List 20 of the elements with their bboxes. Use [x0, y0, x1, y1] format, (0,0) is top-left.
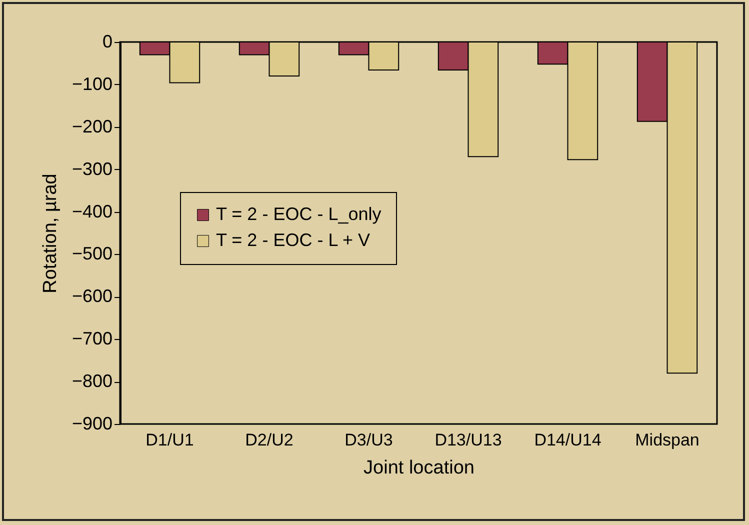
y-tick-label: −500 [72, 244, 112, 264]
x-tick-label: Midspan [635, 430, 700, 450]
x-tick-label: D13/U13 [434, 430, 502, 450]
legend-label: T = 2 - EOC - L_only [216, 204, 382, 224]
y-tick-label: −100 [72, 74, 112, 94]
x-tick-label: D14/U14 [534, 430, 602, 450]
y-tick-label: −400 [72, 201, 112, 222]
y-tick-label: −700 [72, 328, 112, 349]
y-tick-label: −200 [72, 116, 112, 136]
legend-label: T = 2 - EOC - L + V [216, 230, 370, 250]
y-tick-label: −900 [72, 414, 112, 434]
y-tick-label: −600 [72, 286, 112, 306]
x-tick-label: D1/U1 [146, 430, 194, 450]
y-tick-label: 0 [102, 32, 112, 52]
x-axis-title: Joint location [364, 458, 474, 478]
x-tick-label: D3/U3 [344, 430, 393, 450]
x-tick-label: D2/U2 [245, 430, 294, 450]
y-tick-label: −800 [72, 371, 112, 392]
y-axis-title: Rotation, µrad [40, 174, 61, 294]
y-tick-label: −300 [72, 158, 112, 179]
